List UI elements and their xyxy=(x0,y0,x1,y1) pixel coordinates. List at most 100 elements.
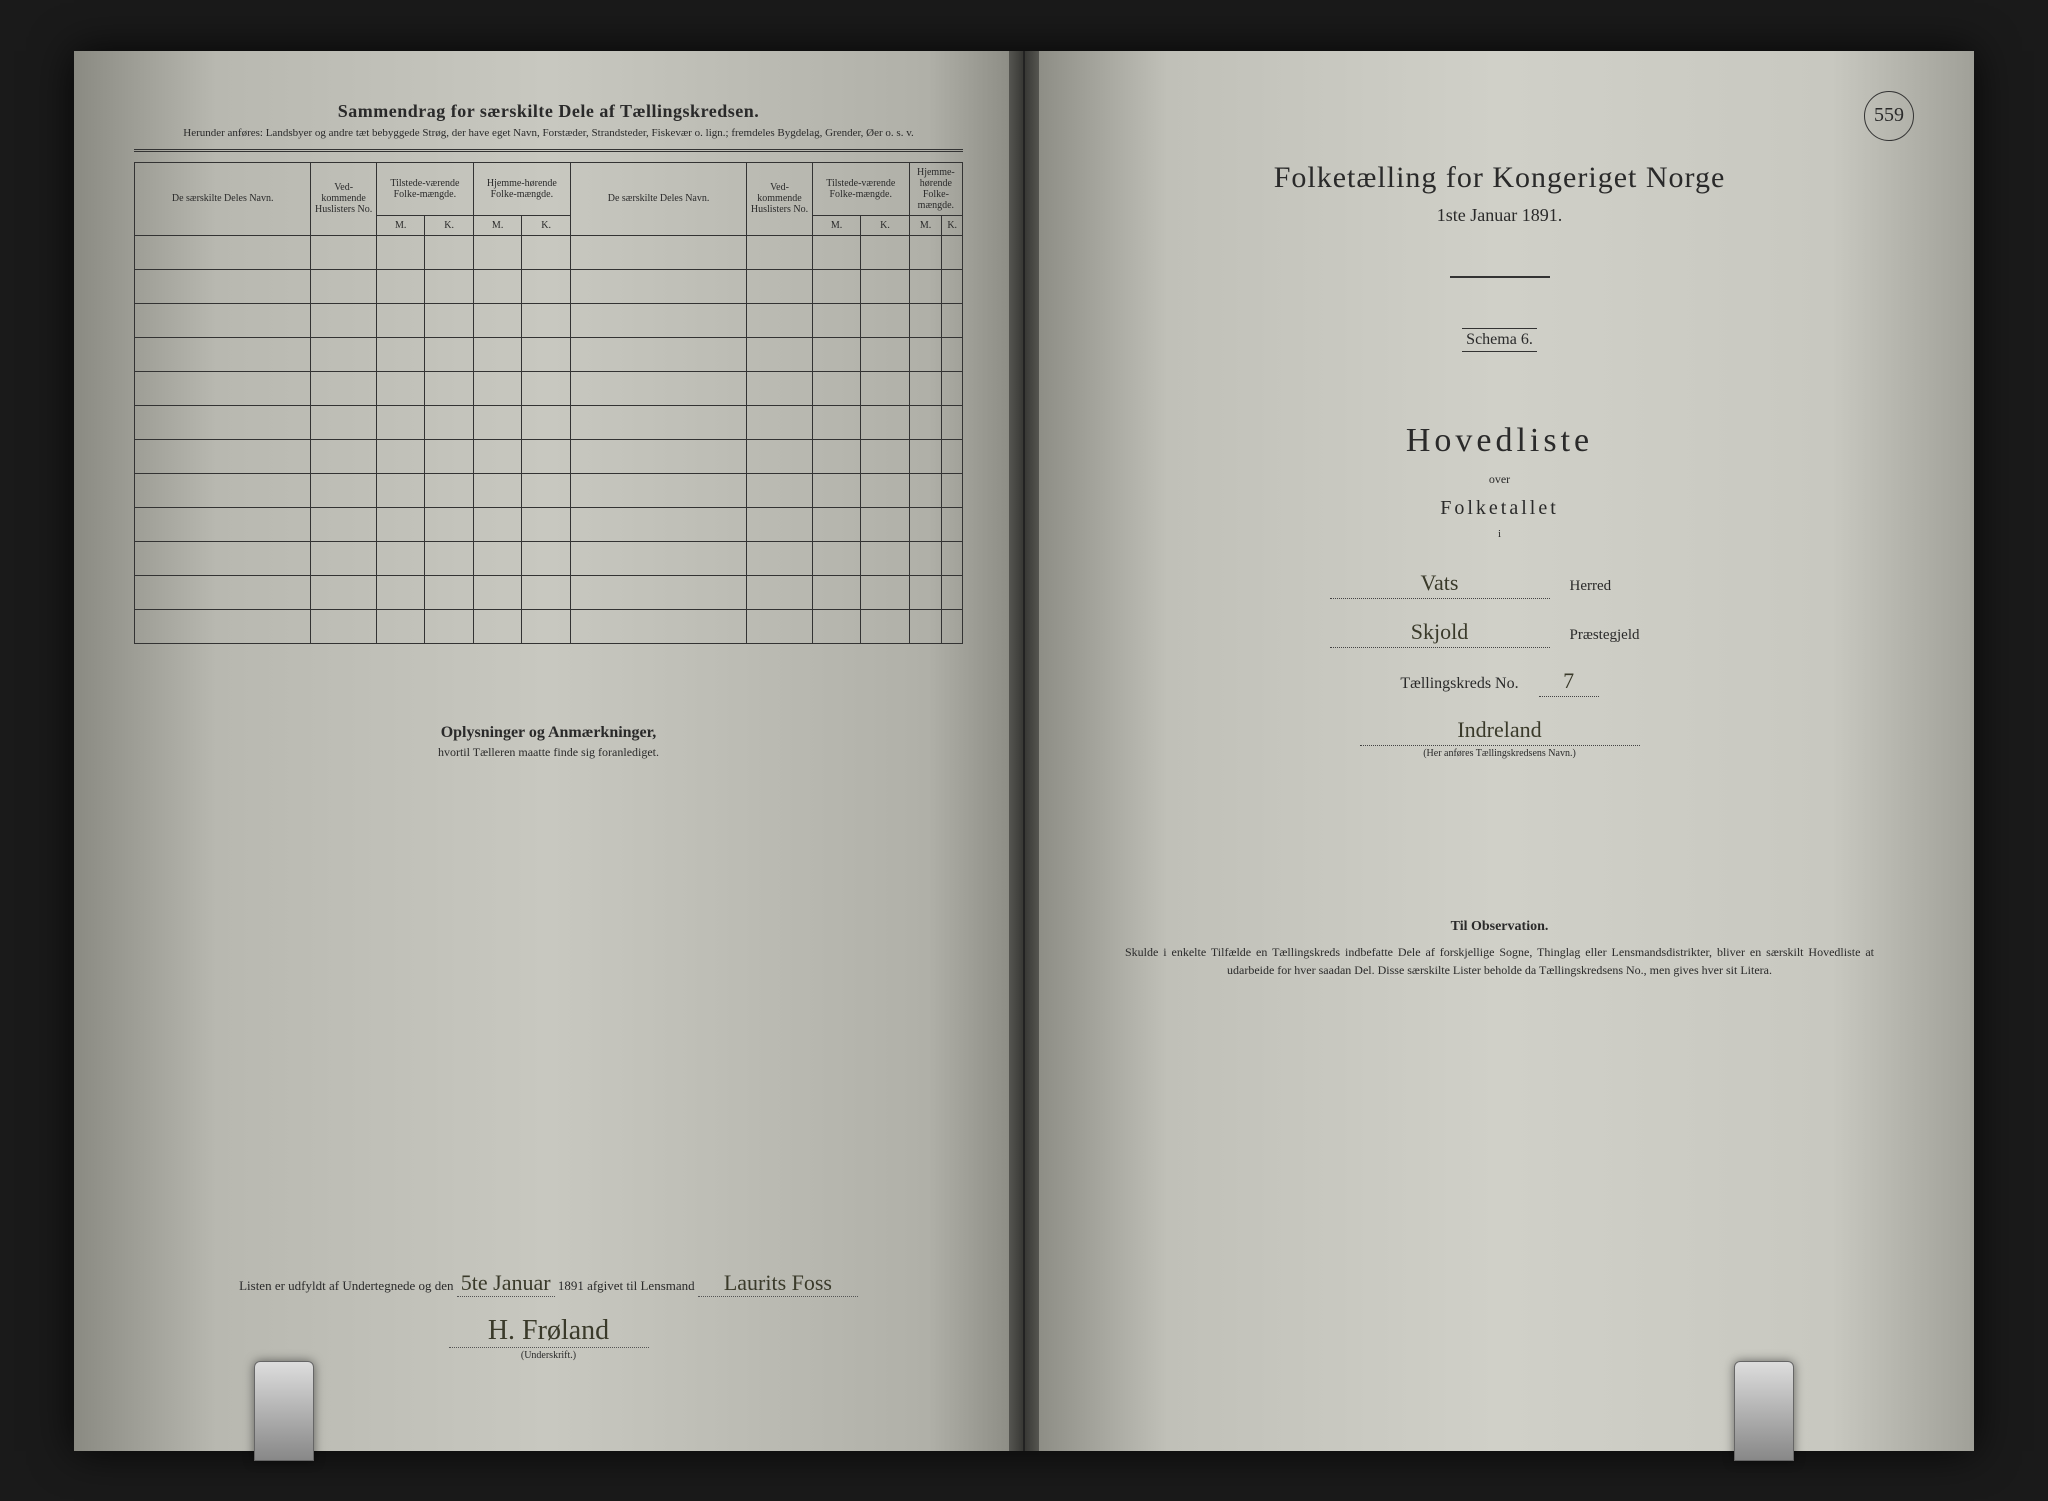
table-cell xyxy=(311,609,377,643)
table-cell xyxy=(376,269,425,303)
table-cell xyxy=(909,507,942,541)
table-cell xyxy=(909,405,942,439)
kreds-value: 7 xyxy=(1539,668,1599,697)
table-cell xyxy=(570,439,746,473)
left-title: Sammendrag for særskilte Dele af Tælling… xyxy=(134,101,963,122)
table-cell xyxy=(376,439,425,473)
table-cell xyxy=(861,439,909,473)
table-cell xyxy=(570,609,746,643)
table-cell xyxy=(376,609,425,643)
left-subtitle: Herunder anføres: Landsbyer og andre tæt… xyxy=(134,126,963,141)
table-row xyxy=(135,473,963,507)
prestegjeld-row: Skjold Præstegjeld xyxy=(1085,619,1914,648)
table-cell xyxy=(376,575,425,609)
table-cell xyxy=(861,269,909,303)
table-cell xyxy=(942,337,963,371)
table-cell xyxy=(747,507,813,541)
table-cell xyxy=(570,303,746,337)
table-cell xyxy=(909,439,942,473)
table-cell xyxy=(522,507,570,541)
kreds-label: Tællingskreds No. xyxy=(1400,675,1518,693)
table-cell xyxy=(812,337,861,371)
table-cell xyxy=(942,575,963,609)
table-cell xyxy=(570,337,746,371)
table-row xyxy=(135,439,963,473)
table-cell xyxy=(942,609,963,643)
table-cell xyxy=(473,609,522,643)
table-cell xyxy=(747,575,813,609)
table-cell xyxy=(861,337,909,371)
summary-table: De særskilte Deles Navn. Ved-kommende Hu… xyxy=(134,162,963,644)
table-row xyxy=(135,507,963,541)
table-cell xyxy=(425,575,473,609)
table-cell xyxy=(909,473,942,507)
table-cell xyxy=(861,609,909,643)
table-cell xyxy=(861,507,909,541)
sig-prefix: Listen er udfyldt af Undertegnede og den xyxy=(239,1278,453,1293)
sig-year: 1891 afgivet til Lensmand xyxy=(558,1278,695,1293)
remarks-block: Oplysninger og Anmærkninger, hvortil Tæl… xyxy=(134,724,963,760)
table-cell xyxy=(311,303,377,337)
col-m: M. xyxy=(909,215,942,235)
table-cell xyxy=(425,405,473,439)
table-cell xyxy=(473,303,522,337)
table-cell xyxy=(812,269,861,303)
table-cell xyxy=(861,371,909,405)
table-cell xyxy=(942,473,963,507)
table-cell xyxy=(311,439,377,473)
col-hjemme: Hjemme-hørende Folke-mængde. xyxy=(473,162,570,215)
col-hjemme-2: Hjemme-hørende Folke-mængde. xyxy=(909,162,962,215)
table-cell xyxy=(570,371,746,405)
table-cell xyxy=(909,235,942,269)
kreds-caption: (Her anføres Tællingskredsens Navn.) xyxy=(1085,748,1914,759)
table-cell xyxy=(425,507,473,541)
table-row xyxy=(135,405,963,439)
table-cell xyxy=(747,303,813,337)
table-cell xyxy=(522,439,570,473)
table-cell xyxy=(311,541,377,575)
table-cell xyxy=(522,473,570,507)
table-cell xyxy=(861,575,909,609)
table-row xyxy=(135,575,963,609)
remarks-sub: hvortil Tælleren maatte finde sig foranl… xyxy=(134,745,963,760)
table-cell xyxy=(942,541,963,575)
table-cell xyxy=(570,575,746,609)
table-cell xyxy=(747,473,813,507)
table-cell xyxy=(473,473,522,507)
col-k: K. xyxy=(425,215,473,235)
table-cell xyxy=(425,439,473,473)
table-cell xyxy=(473,405,522,439)
table-cell xyxy=(942,371,963,405)
table-cell xyxy=(812,575,861,609)
table-cell xyxy=(425,235,473,269)
table-cell xyxy=(522,405,570,439)
kreds-row: Tællingskreds No. 7 xyxy=(1085,668,1914,697)
col-k: K. xyxy=(942,215,963,235)
table-cell xyxy=(425,473,473,507)
folketallet-label: Folketallet xyxy=(1085,497,1914,520)
book-spread: Sammendrag for særskilte Dele af Tælling… xyxy=(74,51,1974,1451)
table-cell xyxy=(135,609,311,643)
remarks-title: Oplysninger og Anmærkninger, xyxy=(134,724,963,742)
table-cell xyxy=(942,235,963,269)
table-cell xyxy=(311,269,377,303)
col-tilstede: Tilstede-værende Folke-mængde. xyxy=(376,162,473,215)
table-cell xyxy=(812,473,861,507)
table-cell xyxy=(135,371,311,405)
signer-caption: (Underskrift.) xyxy=(134,1350,963,1361)
table-cell xyxy=(473,337,522,371)
table-cell xyxy=(747,439,813,473)
col-huslister: Ved-kommende Huslisters No. xyxy=(311,162,377,235)
page-clip-left xyxy=(254,1361,314,1461)
over-label: over xyxy=(1085,472,1914,487)
table-cell xyxy=(311,507,377,541)
kreds-name-row: Indreland (Her anføres Tællingskredsens … xyxy=(1085,717,1914,759)
table-cell xyxy=(311,337,377,371)
table-cell xyxy=(376,371,425,405)
table-cell xyxy=(747,405,813,439)
table-cell xyxy=(473,269,522,303)
table-cell xyxy=(909,269,942,303)
book-spine xyxy=(1009,51,1039,1451)
col-m: M. xyxy=(812,215,861,235)
table-cell xyxy=(942,507,963,541)
